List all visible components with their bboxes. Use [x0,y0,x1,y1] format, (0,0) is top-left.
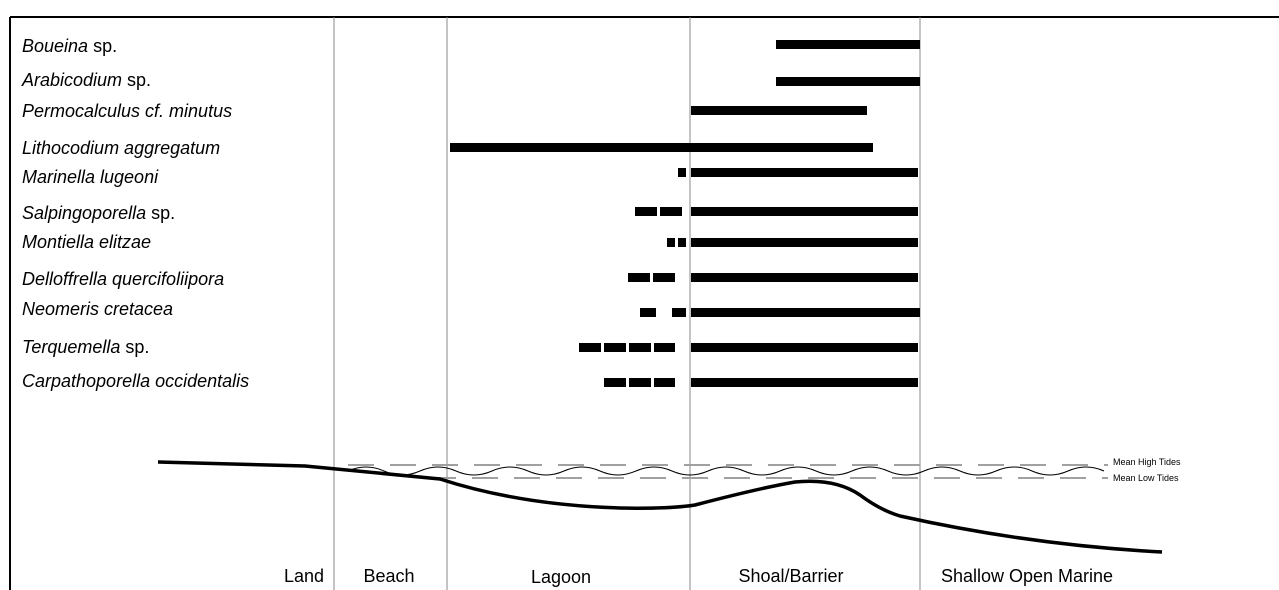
species-label: Boueina sp. [22,36,117,56]
range-bar-lithocodium [450,143,873,152]
species-label: Terquemella sp. [22,337,149,357]
species-label: Arabicodium sp. [21,70,151,90]
range-bar-salpingoporella [691,207,918,216]
range-dash-salpingoporella [660,207,682,216]
species-name-part: Arabicodium [21,70,122,90]
species-name-part: Montiella elitzae [22,232,151,252]
range-bar-arabicodium [776,77,920,86]
zone-label-lagoon: Lagoon [531,567,591,587]
species-label: Delloffrella quercifoliipora [22,269,224,289]
species-name-part: sp. [146,203,175,223]
range-bar-carpathoporella [691,378,918,387]
range-dash-marinella [678,168,686,177]
range-dash-delloffrella [628,273,650,282]
species-name-part: Salpingoporella [22,203,146,223]
species-name-part: sp. [88,36,117,56]
species-name-part: Terquemella [22,337,120,357]
species-name-part: Neomeris cretacea [22,299,173,319]
zone-label-shoal-barrier: Shoal/Barrier [738,566,843,586]
range-dash-salpingoporella [635,207,657,216]
zone-label-beach: Beach [363,566,414,586]
range-bar-permocalculus [691,106,867,115]
range-bar-boueina [776,40,920,49]
zone-label-shallow-open-marine: Shallow Open Marine [941,566,1113,586]
range-dash-delloffrella [653,273,675,282]
mean-low-tides-label: Mean Low Tides [1113,473,1179,483]
range-dash-carpathoporella [629,378,651,387]
species-label: Carpathoporella occidentalis [22,371,249,391]
range-dash-terquemella [579,343,601,352]
seafloor-profile [157,460,1163,554]
species-label: Salpingoporella sp. [22,203,175,223]
species-label: Neomeris cretacea [22,299,173,319]
species-label: Lithocodium aggregatum [22,138,220,158]
range-dash-neomeris [640,308,656,317]
zone-label-land: Land [284,566,324,586]
species-labels: Boueina sp. Arabicodium sp. Permocalculu… [21,36,249,391]
species-label: Marinella lugeoni [22,167,159,187]
range-bar-marinella [691,168,918,177]
range-bar-delloffrella [691,273,918,282]
zone-dividers [333,17,921,590]
range-bar-montiella [691,238,918,247]
species-name-part: sp. [122,70,151,90]
species-name-part: Lithocodium aggregatum [22,138,220,158]
range-dash-montiella [667,238,675,247]
range-bars [450,40,920,387]
species-name-part: Marinella lugeoni [22,167,159,187]
range-dash-montiella [678,238,686,247]
range-dash-neomeris [672,308,686,317]
mean-high-tides-label: Mean High Tides [1113,457,1181,467]
species-name-part: Carpathoporella occidentalis [22,371,249,391]
species-label: Permocalculus cf. minutus [22,101,232,121]
species-name-part: Delloffrella quercifoliipora [22,269,224,289]
range-bar-terquemella [691,343,918,352]
range-dash-terquemella [629,343,651,352]
range-dash-terquemella [604,343,626,352]
species-name-part: sp. [120,337,149,357]
species-label: Montiella elitzae [22,232,151,252]
sea-surface-wave [347,466,1105,476]
range-bar-neomeris [691,308,920,317]
species-name-part: Boueina [22,36,88,56]
species-name-part: Permocalculus cf. minutus [22,101,232,121]
range-dash-carpathoporella [604,378,626,387]
range-dash-terquemella [654,343,675,352]
range-dash-carpathoporella [654,378,675,387]
